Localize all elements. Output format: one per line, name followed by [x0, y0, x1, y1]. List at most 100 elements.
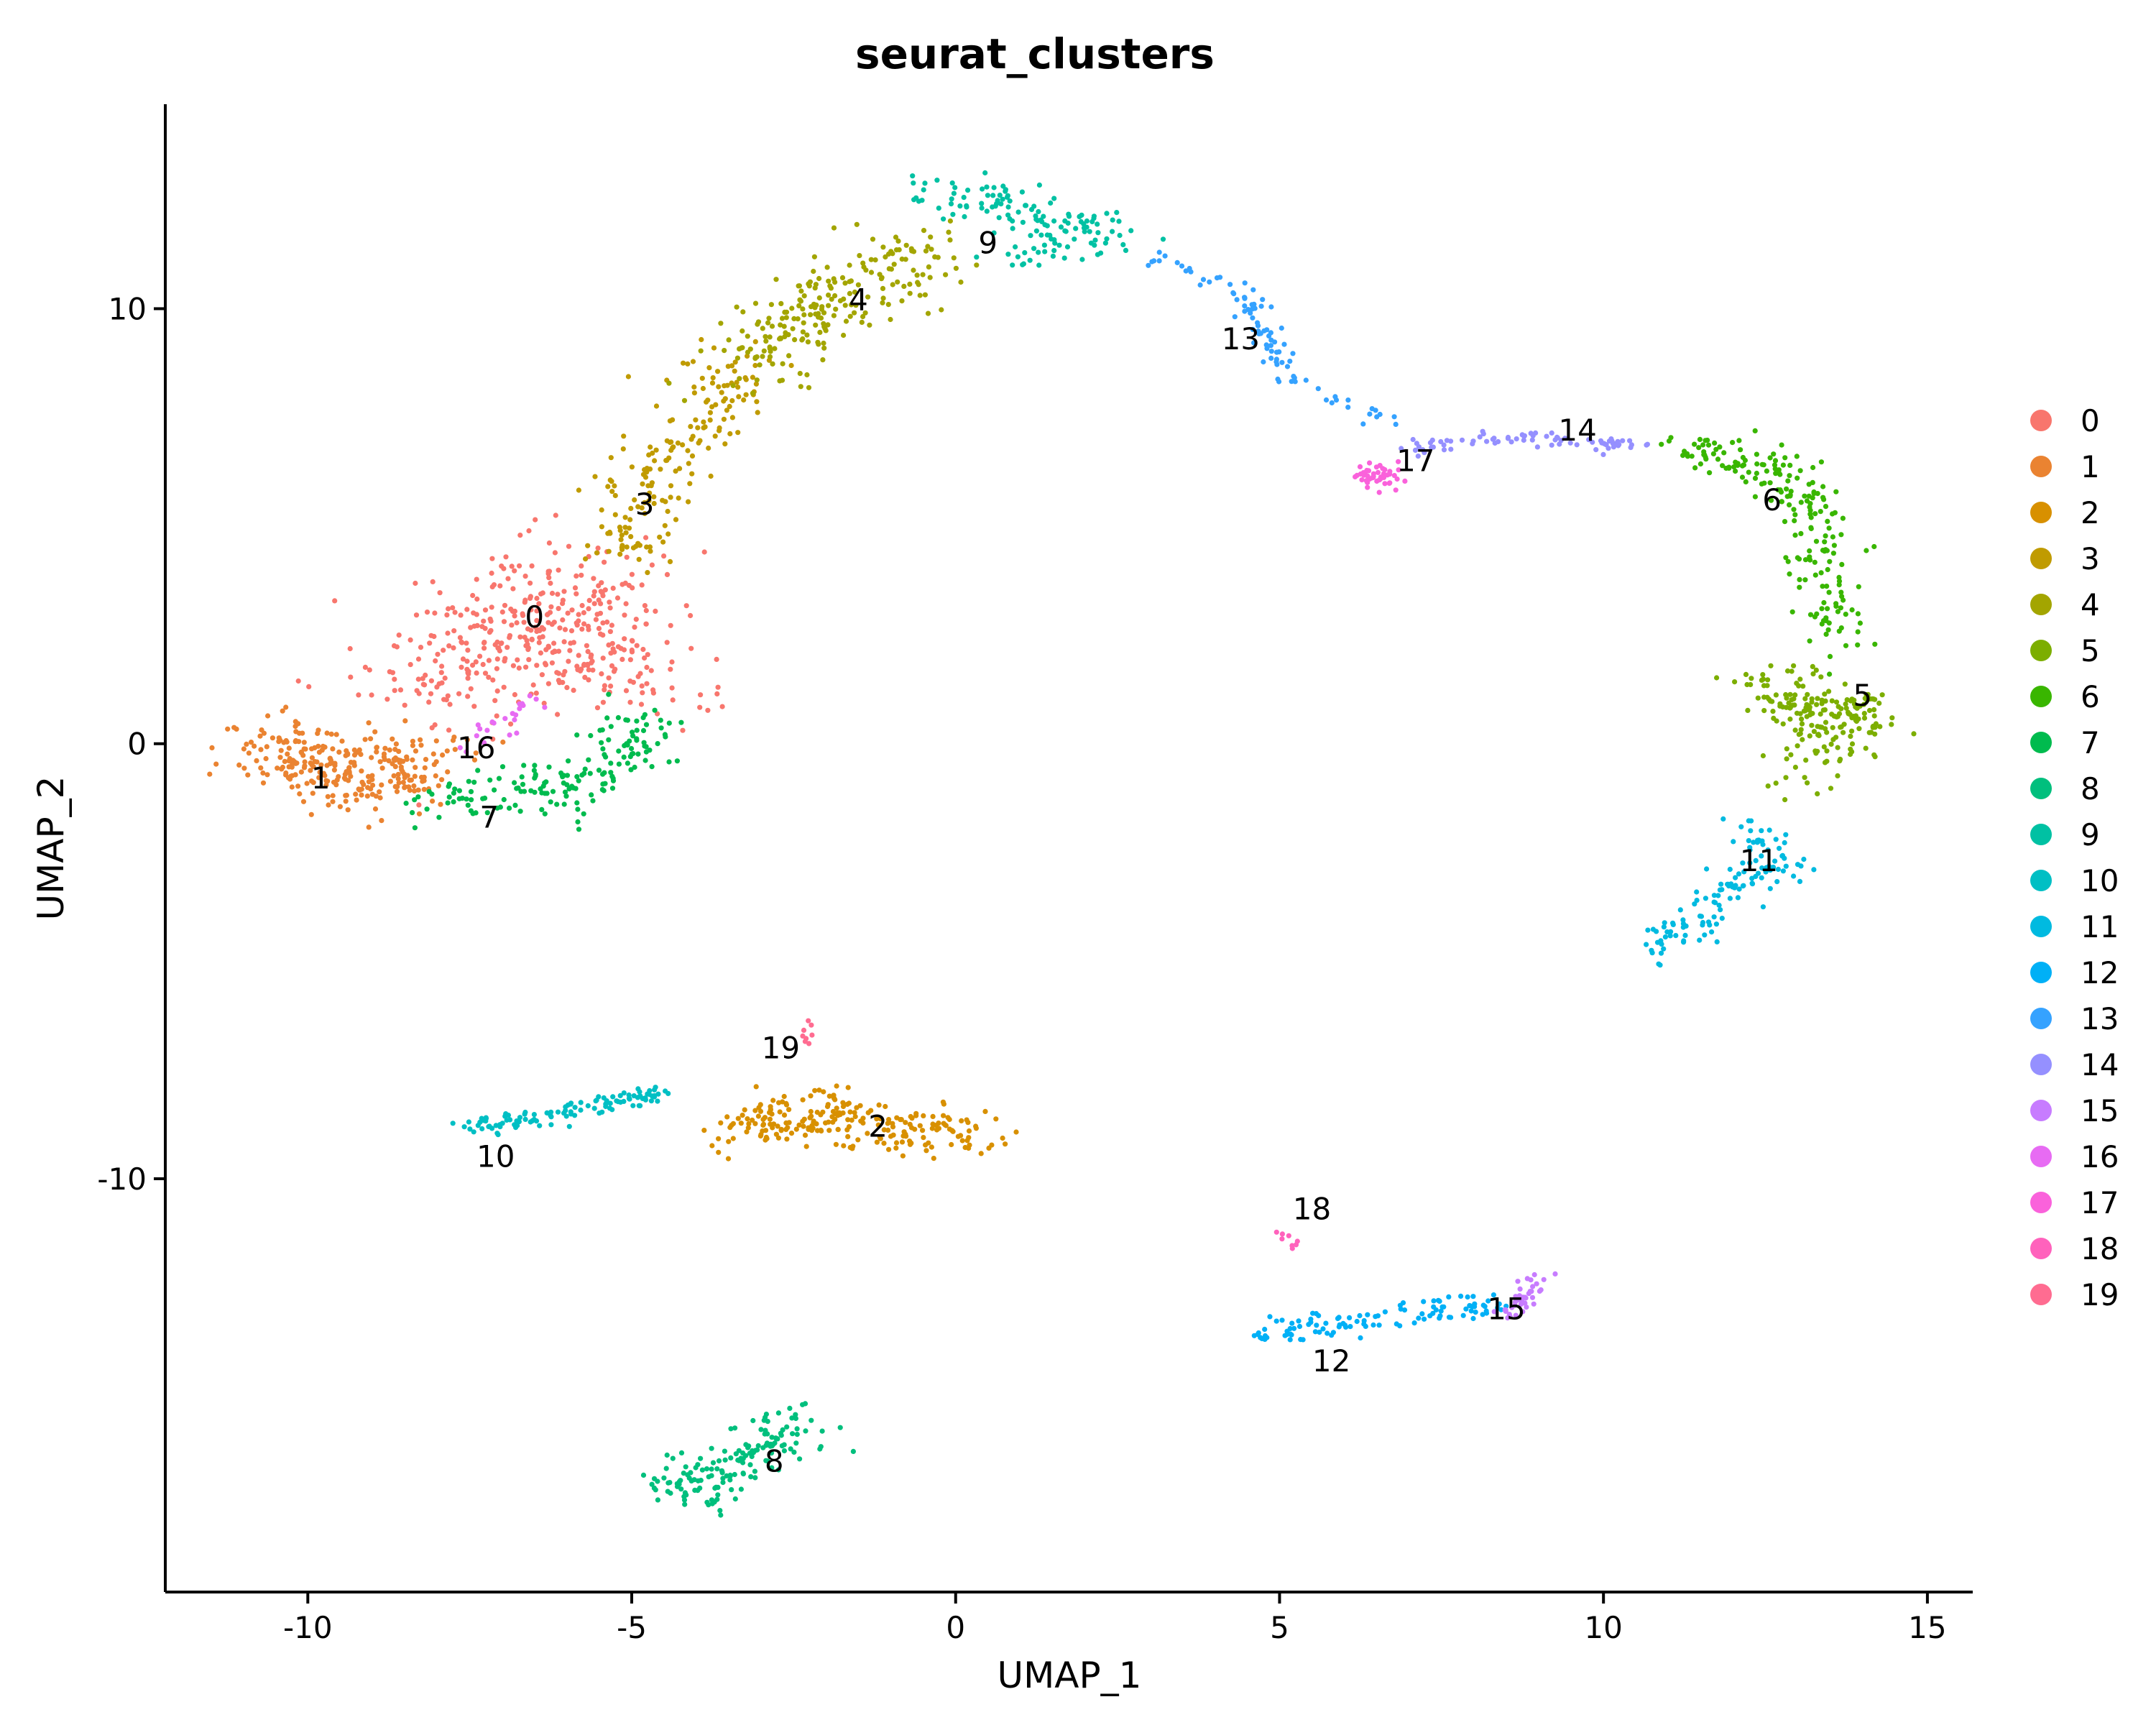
point-cluster-8: [716, 1458, 722, 1464]
point-cluster-8: [803, 1428, 808, 1434]
point-cluster-0: [528, 580, 533, 586]
point-cluster-11: [1783, 832, 1789, 837]
point-cluster-1: [395, 776, 401, 781]
point-cluster-6: [1797, 584, 1802, 590]
point-cluster-0: [586, 677, 591, 683]
point-cluster-13: [1234, 297, 1240, 303]
point-cluster-6: [1779, 499, 1784, 505]
point-cluster-7: [554, 801, 560, 807]
point-cluster-0: [640, 690, 645, 696]
point-cluster-12: [1289, 1320, 1295, 1326]
point-cluster-2: [913, 1110, 919, 1116]
point-cluster-3: [585, 543, 591, 548]
point-cluster-5: [1879, 692, 1885, 698]
point-cluster-4: [801, 320, 806, 326]
point-cluster-5: [1760, 676, 1766, 682]
point-cluster-1: [402, 775, 407, 781]
point-cluster-8: [728, 1455, 734, 1460]
point-cluster-1: [351, 747, 357, 753]
point-cluster-8: [728, 1426, 734, 1432]
point-cluster-0: [607, 629, 614, 635]
point-cluster-3: [721, 416, 727, 422]
point-cluster-1: [367, 736, 374, 742]
point-cluster-3: [665, 531, 671, 537]
point-cluster-14: [1562, 436, 1568, 441]
point-cluster-2: [738, 1121, 744, 1126]
point-cluster-3: [648, 548, 653, 554]
point-cluster-3: [701, 425, 706, 431]
point-cluster-8: [765, 1419, 770, 1425]
legend-item-5: 5: [2030, 633, 2100, 668]
point-cluster-0: [697, 704, 703, 710]
point-cluster-5: [1828, 786, 1834, 791]
point-cluster-7: [574, 800, 580, 806]
point-cluster-0: [489, 556, 495, 561]
point-cluster-1: [345, 807, 351, 813]
point-cluster-12: [1336, 1324, 1342, 1330]
point-cluster-1: [270, 735, 275, 741]
point-cluster-3: [689, 453, 696, 459]
point-cluster-2: [709, 1143, 715, 1149]
point-cluster-1: [326, 802, 331, 808]
point-cluster-10: [566, 1123, 572, 1129]
point-cluster-9: [948, 201, 954, 207]
point-cluster-0: [524, 638, 530, 643]
point-cluster-2: [801, 1116, 807, 1122]
point-cluster-11: [1713, 921, 1719, 927]
point-cluster-7: [514, 786, 520, 791]
point-cluster-1: [396, 748, 402, 754]
point-cluster-5: [1823, 698, 1828, 704]
legend-label: 8: [2081, 771, 2100, 806]
point-cluster-0: [546, 569, 553, 574]
point-cluster-5: [1813, 667, 1819, 673]
legend-label: 14: [2081, 1047, 2119, 1082]
point-cluster-0: [586, 667, 591, 673]
point-cluster-9: [1005, 193, 1010, 198]
point-cluster-7: [582, 766, 588, 772]
point-cluster-3: [619, 533, 625, 538]
point-cluster-9: [1000, 183, 1006, 189]
point-cluster-13: [1260, 297, 1266, 303]
point-cluster-13: [1248, 310, 1253, 316]
legend-label: 18: [2081, 1231, 2119, 1266]
point-cluster-4: [865, 294, 871, 300]
point-cluster-9: [990, 204, 995, 210]
point-cluster-4: [870, 236, 876, 242]
point-cluster-6: [1773, 471, 1779, 477]
point-cluster-4: [796, 283, 802, 289]
point-cluster-9: [1088, 240, 1094, 246]
point-cluster-1: [231, 724, 237, 730]
point-cluster-4: [811, 254, 817, 259]
point-cluster-5: [1797, 711, 1803, 717]
point-cluster-0: [444, 612, 450, 618]
point-cluster-7: [517, 809, 523, 814]
point-cluster-2: [755, 1113, 761, 1119]
point-cluster-14: [1519, 432, 1525, 438]
point-cluster-6: [1832, 510, 1838, 515]
point-cluster-6: [1810, 464, 1816, 471]
point-cluster-0: [557, 625, 563, 631]
point-cluster-6: [1689, 454, 1695, 459]
point-cluster-0: [683, 603, 689, 609]
point-cluster-13: [1258, 303, 1264, 309]
point-cluster-0: [627, 657, 634, 663]
point-cluster-6: [1778, 489, 1784, 495]
point-cluster-5: [1761, 683, 1767, 689]
legend-item-13: 13: [2030, 1001, 2119, 1036]
point-cluster-2: [982, 1108, 988, 1114]
point-cluster-8: [678, 1450, 685, 1455]
legend-label: 16: [2081, 1139, 2119, 1174]
point-cluster-5: [1829, 698, 1835, 704]
point-cluster-8: [738, 1486, 744, 1492]
point-cluster-0: [510, 586, 516, 592]
point-cluster-4: [888, 266, 894, 272]
point-cluster-9: [1058, 224, 1064, 230]
point-cluster-5: [1819, 701, 1825, 707]
point-cluster-18: [1273, 1229, 1279, 1235]
legend-label: 19: [2081, 1277, 2119, 1312]
point-cluster-3: [606, 548, 612, 554]
point-cluster-9: [1005, 212, 1011, 218]
point-cluster-1: [372, 806, 379, 812]
point-cluster-1: [283, 770, 289, 776]
